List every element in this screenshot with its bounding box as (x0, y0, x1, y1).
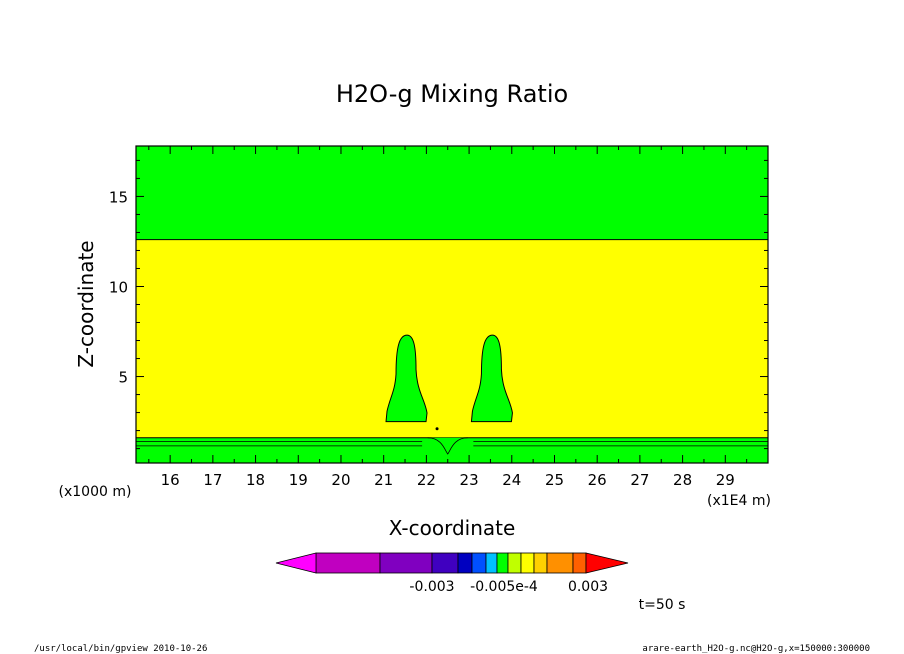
region-band-0 (136, 146, 768, 240)
x-unit-note: (x1E4 m) (707, 493, 771, 509)
colorbar-segment-5 (471, 552, 487, 574)
x-tick-label-19: 19 (289, 471, 308, 489)
x-tick-label-26: 26 (588, 471, 607, 489)
x-tick-label-17: 17 (203, 471, 222, 489)
colorbar-segment-9 (520, 552, 535, 574)
colorbar-segment-12 (572, 552, 587, 574)
x-tick-label-22: 22 (417, 471, 436, 489)
colorbar-segment-2 (379, 552, 433, 574)
y-tick-label-10: 10 (109, 278, 128, 296)
y-tick-label-15: 15 (109, 188, 128, 206)
colorbar-label-0: -0.003 (409, 579, 454, 595)
x-tick-label-16: 16 (161, 471, 180, 489)
colorbar-segment-10 (533, 552, 548, 574)
x-tick-label-28: 28 (673, 471, 692, 489)
y-tick-label-5: 5 (118, 369, 128, 387)
colorbar-label-1: -0.005e-4 (470, 579, 538, 595)
x-tick-label-24: 24 (502, 471, 521, 489)
x-tick-label-25: 25 (545, 471, 564, 489)
colorbar-arrow-high (585, 552, 629, 574)
small-contour-dot (435, 427, 439, 431)
colorbar-label-2: 0.003 (568, 579, 608, 595)
footer-left: /usr/local/bin/gpview 2010-10-26 (34, 644, 207, 654)
x-axis-label: X-coordinate (389, 516, 516, 540)
colorbar-segment-1 (315, 552, 381, 574)
colorbar-arrow-low (275, 552, 317, 574)
plume-0 (385, 334, 428, 423)
x-tick-label-18: 18 (246, 471, 265, 489)
colorbar-segment-8 (507, 552, 522, 574)
colorbar-segment-11 (546, 552, 574, 574)
time-label: t=50 s (639, 597, 686, 613)
x-tick-label-23: 23 (460, 471, 479, 489)
x-tick-label-20: 20 (331, 471, 350, 489)
y-unit-note: (x1000 m) (59, 484, 132, 500)
plume-1 (470, 334, 513, 423)
colorbar-segment-4 (457, 552, 473, 574)
y-axis-label: Z-coordinate (74, 240, 98, 367)
x-tick-label-29: 29 (716, 471, 735, 489)
x-tick-label-27: 27 (630, 471, 649, 489)
chart-title: H2O-g Mixing Ratio (336, 80, 568, 108)
region-band-1 (136, 239, 768, 438)
colorbar-segment-3 (431, 552, 459, 574)
colorbar-segment-6 (485, 552, 498, 574)
surface-dip-contour (427, 437, 468, 455)
x-tick-label-21: 21 (374, 471, 393, 489)
colorbar-segment-7 (496, 552, 509, 574)
colorbar: -0.003 -0.005e-4 0.003 (275, 552, 629, 595)
plot-area: 16 17 18 19 20 21 22 23 24 25 26 27 28 29 5 10 15 (109, 145, 769, 489)
footer-right: arare-earth_H2O-g.nc@H2O-g,x=150000:3000… (642, 644, 870, 654)
